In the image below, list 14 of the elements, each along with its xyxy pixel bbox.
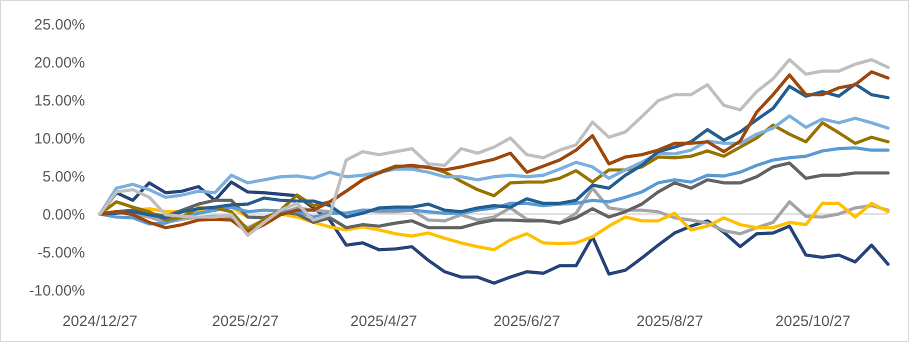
x-tick-label: 2025/8/27 <box>636 313 704 330</box>
y-tick-label: 20.00% <box>34 54 85 72</box>
x-tick-label: 2025/6/27 <box>493 313 560 330</box>
y-tick-label: 15.00% <box>34 92 85 110</box>
x-tick-label: 2025/10/27 <box>775 313 850 330</box>
x-tick-label: 2025/4/27 <box>350 313 418 330</box>
x-tick-label: 2025/2/27 <box>212 313 279 330</box>
y-tick-label: -10.00% <box>29 282 85 300</box>
y-tick-label: 0.00% <box>42 206 85 224</box>
y-tick-label: 25.00% <box>34 16 85 34</box>
y-tick-label: 10.00% <box>34 130 85 148</box>
y-tick-label: 5.00% <box>42 168 85 186</box>
x-tick-label: 2024/12/27 <box>62 313 138 330</box>
y-tick-label: -5.00% <box>37 244 85 262</box>
